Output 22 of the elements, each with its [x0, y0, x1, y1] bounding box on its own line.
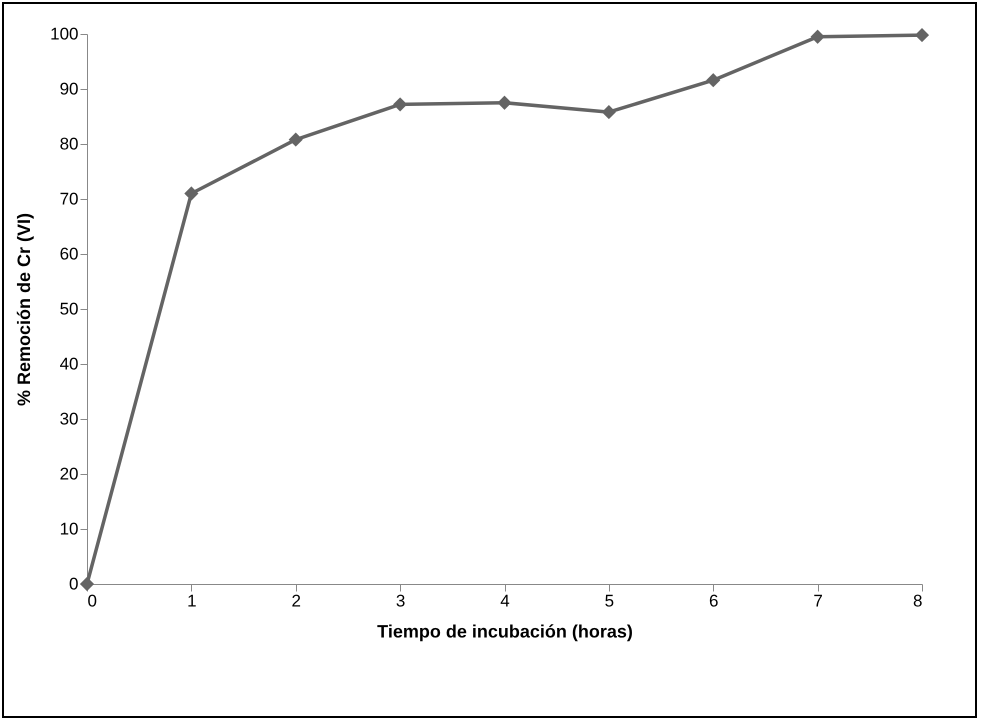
x-tick-label: 5 — [604, 592, 614, 610]
x-tick-label: 6 — [709, 592, 718, 610]
y-tick-label: 0 — [69, 574, 78, 594]
x-tick-label: 1 — [187, 592, 197, 610]
x-tick-label: 8 — [913, 592, 922, 610]
x-tick-label: 4 — [500, 592, 510, 610]
x-tick-label: 7 — [813, 592, 823, 610]
y-tick-label: 20 — [60, 464, 78, 484]
y-tick-label: 70 — [60, 190, 78, 208]
y-tick-label: 90 — [60, 80, 78, 98]
x-tick-label: 2 — [292, 592, 301, 610]
x-tick-label: 3 — [396, 592, 406, 610]
y-tick-label: 40 — [60, 354, 78, 374]
x-axis-title: Tiempo de incubación (horas) — [377, 622, 633, 642]
x-tick-label: 0 — [88, 592, 97, 610]
y-axis-title: % Remoción de Cr (VI) — [14, 212, 34, 406]
y-tick-label: 50 — [60, 300, 78, 318]
y-tick-label: 100 — [50, 24, 78, 44]
y-tick-label: 60 — [60, 244, 78, 264]
y-tick-label: 30 — [60, 410, 78, 428]
y-tick-label: 10 — [60, 520, 78, 538]
y-tick-label: 80 — [60, 134, 78, 154]
